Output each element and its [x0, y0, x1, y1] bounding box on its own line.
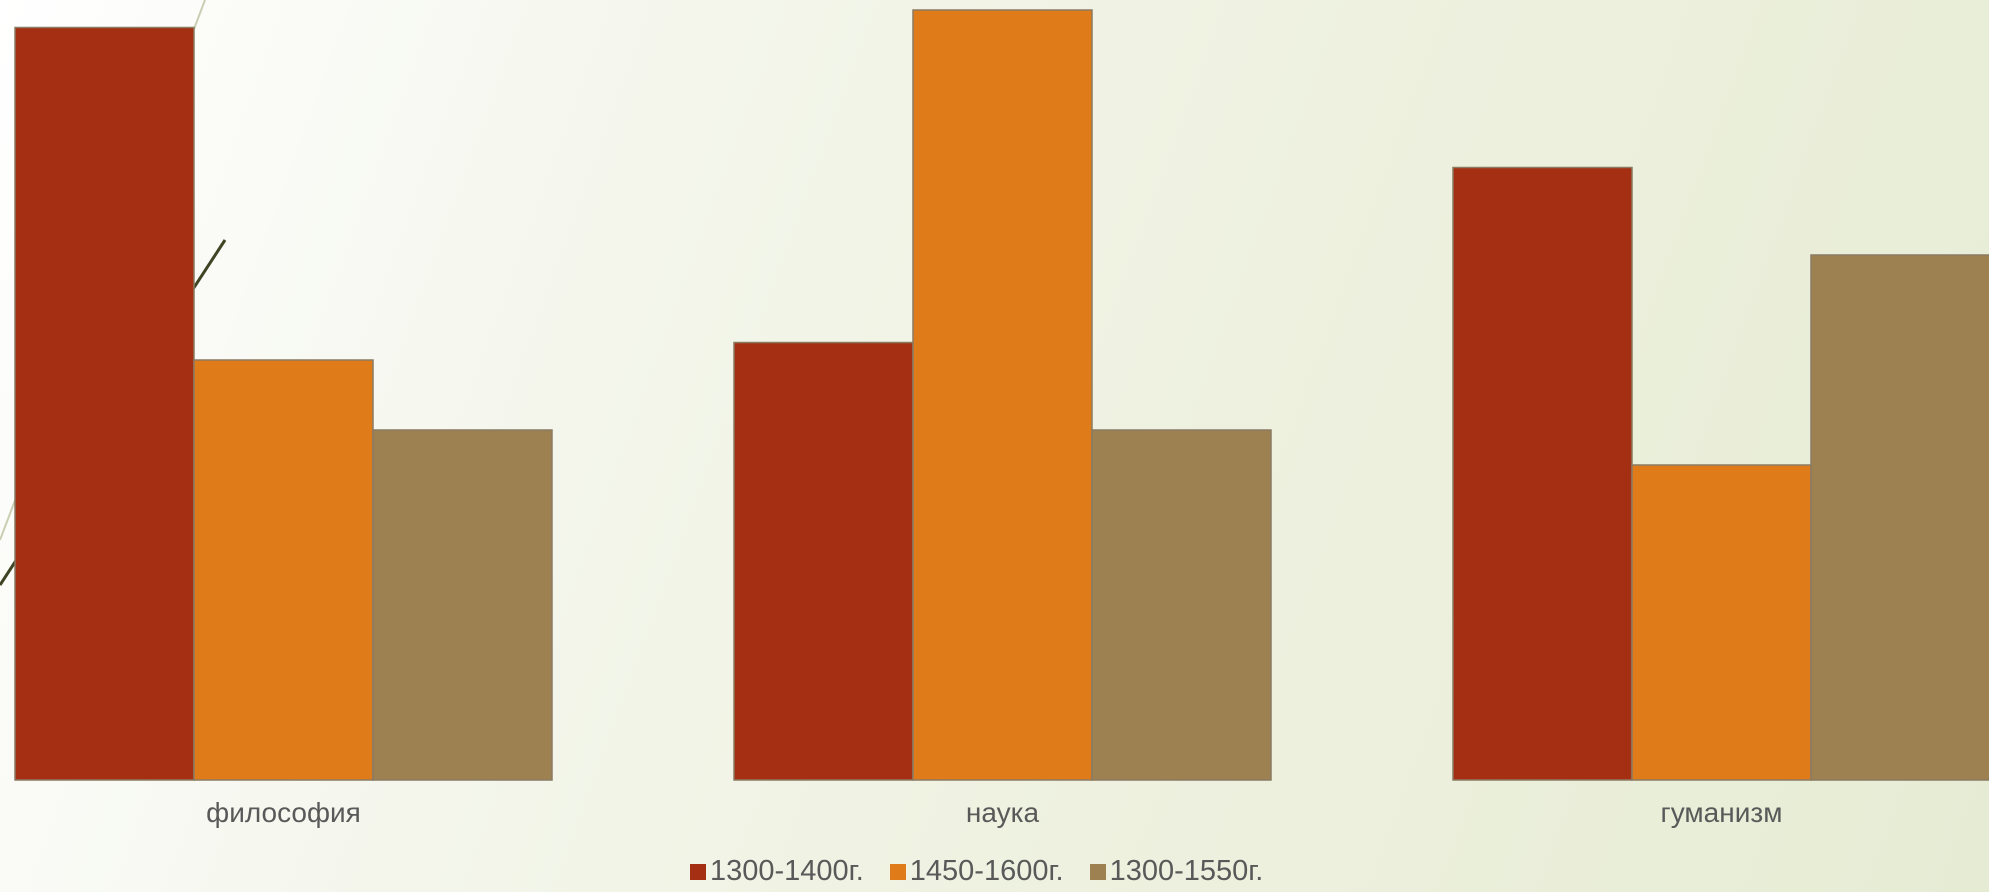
bar-2-series-2	[912, 9, 1093, 781]
legend-label: 1300-1400г.	[710, 855, 864, 887]
bar-1-series-1	[14, 26, 195, 781]
bar-3-series-1	[1452, 166, 1633, 781]
bar-1-series-3	[372, 429, 553, 781]
bar-1-series-2	[193, 359, 374, 781]
category-label: гуманизм	[1661, 797, 1783, 828]
legend-swatch	[889, 863, 906, 880]
bar-2-series-3	[1091, 429, 1272, 781]
legend-item: 1300-1550г.	[1089, 855, 1264, 888]
bar-3-series-3	[1810, 254, 1989, 781]
category-label: философия	[206, 797, 361, 828]
legend-item: 1300-1400г.	[690, 855, 864, 888]
legend-label: 1450-1600г.	[909, 855, 1064, 887]
category-label: наука	[966, 797, 1040, 828]
bar-2-series-1	[733, 341, 914, 781]
legend-swatch	[690, 863, 706, 880]
legend-item: 1450-1600г.	[889, 855, 1064, 888]
legend: 1300-1400г. 1450-1600г. 1300-1550г.	[690, 855, 1263, 888]
legend-label: 1300-1550г.	[1109, 855, 1264, 887]
legend-swatch	[1089, 863, 1106, 880]
bar-3-series-2	[1631, 464, 1812, 781]
